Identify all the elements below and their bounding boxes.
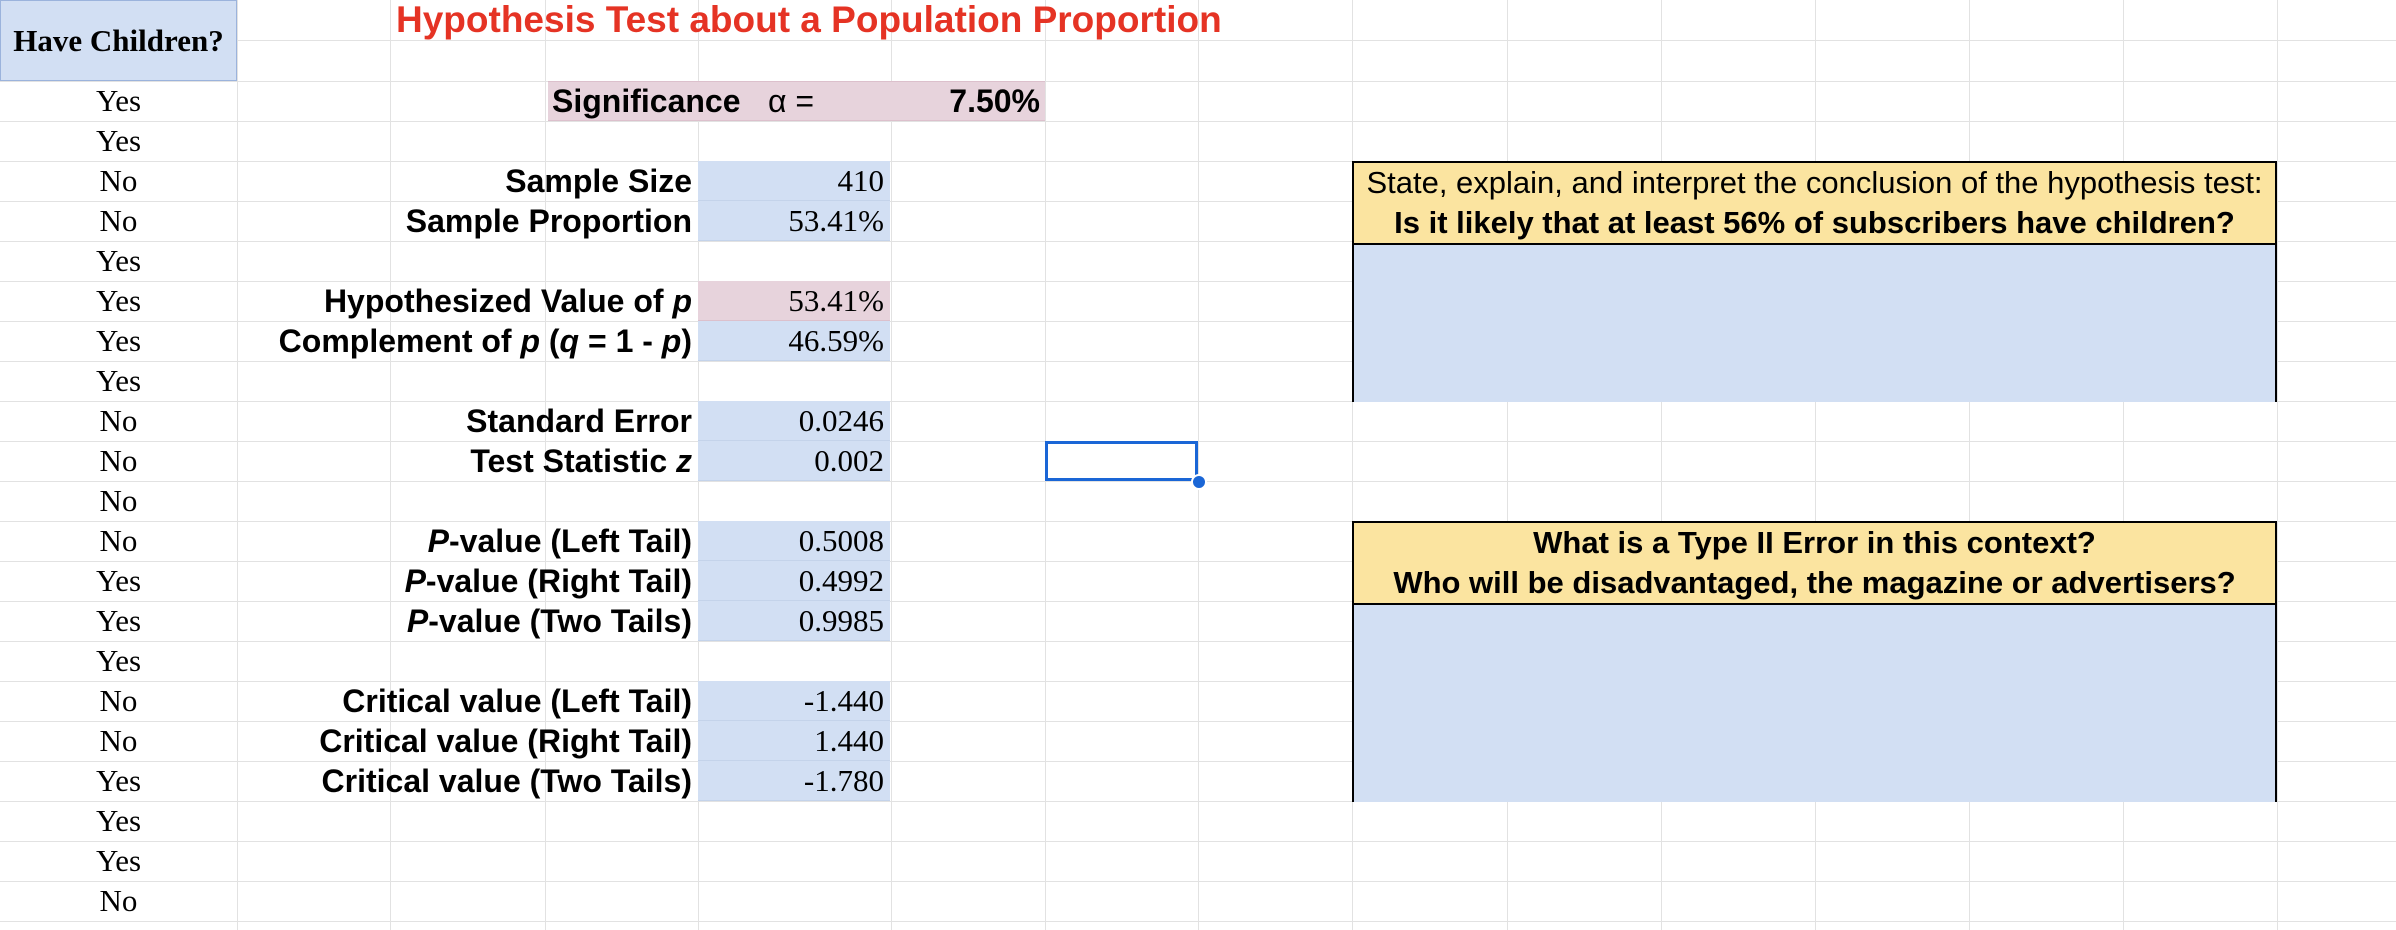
cell-a15[interactable]: Yes — [95, 603, 142, 638]
critical-left-label[interactable]: Critical value (Left Tail) — [342, 683, 692, 719]
p-value-right[interactable]: 0.4992 — [698, 561, 890, 601]
cell-a14[interactable]: Yes — [95, 563, 142, 598]
cell-a16[interactable]: Yes — [95, 643, 142, 678]
p-value-two-label[interactable]: P-value (Two Tails) — [406, 603, 692, 639]
sample-proportion-label[interactable]: Sample Proportion — [405, 203, 692, 239]
cell-a11[interactable]: No — [99, 443, 138, 478]
critical-value-right[interactable]: 1.440 — [698, 721, 890, 761]
cell-a17[interactable]: No — [99, 683, 138, 718]
p-value-left-label[interactable]: P-value (Left Tail) — [427, 523, 692, 559]
cell-a12[interactable]: No — [99, 483, 138, 518]
cell-a20[interactable]: Yes — [95, 803, 142, 838]
p-value-left[interactable]: 0.5008 — [698, 521, 890, 561]
cell-a13[interactable]: No — [99, 523, 138, 558]
critical-value-two[interactable]: -1.780 — [698, 761, 890, 801]
sheet-title[interactable]: Hypothesis Test about a Population Propo… — [396, 0, 1222, 40]
p-value-right-label[interactable]: P-value (Right Tail) — [404, 563, 692, 599]
cell-a22[interactable]: No — [99, 883, 138, 918]
complement-value[interactable]: 46.59% — [698, 321, 890, 361]
significance-label[interactable]: Significance — [552, 83, 741, 119]
cell-a18[interactable]: No — [99, 723, 138, 758]
question-2-line-1[interactable]: What is a Type II Error in this context? — [1533, 525, 2096, 560]
sample-size-label[interactable]: Sample Size — [505, 163, 692, 199]
question-2-line-2[interactable]: Who will be disadvantaged, the magazine … — [1393, 565, 2236, 600]
question-box-2: What is a Type II Error in this context?… — [1352, 521, 2277, 802]
critical-value-left[interactable]: -1.440 — [698, 681, 890, 721]
standard-error-value[interactable]: 0.0246 — [698, 401, 890, 441]
answer-2-field[interactable] — [1354, 605, 2275, 802]
test-statistic-value[interactable]: 0.002 — [698, 441, 890, 481]
selected-cell[interactable] — [1045, 441, 1198, 481]
significance-band — [548, 81, 1045, 121]
test-statistic-label[interactable]: Test Statistic z — [470, 443, 692, 479]
hypothesized-value-label[interactable]: Hypothesized Value of p — [323, 283, 692, 319]
sample-proportion-value[interactable]: 53.41% — [698, 201, 890, 241]
critical-right-label[interactable]: Critical value (Right Tail) — [319, 723, 692, 759]
answer-1-field[interactable] — [1354, 245, 2275, 402]
cell-a19[interactable]: Yes — [95, 763, 142, 798]
cell-a7[interactable]: Yes — [95, 283, 142, 318]
cell-a21[interactable]: Yes — [95, 843, 142, 878]
cell-a5[interactable]: No — [99, 203, 138, 238]
question-1-line-2[interactable]: Is it likely that at least 56% of subscr… — [1394, 205, 2235, 240]
question-box-1: State, explain, and interpret the conclu… — [1352, 161, 2277, 402]
cell-a8[interactable]: Yes — [95, 323, 142, 358]
standard-error-label[interactable]: Standard Error — [466, 403, 692, 439]
fill-handle[interactable] — [1191, 474, 1207, 490]
column-a-header[interactable]: Have Children? — [0, 0, 237, 81]
sample-size-value[interactable]: 410 — [698, 161, 890, 201]
cell-a9[interactable]: Yes — [95, 363, 142, 398]
hypothesized-value[interactable]: 53.41% — [698, 281, 890, 321]
question-1-header: State, explain, and interpret the conclu… — [1354, 163, 2275, 245]
p-value-two[interactable]: 0.9985 — [698, 601, 890, 641]
cell-a2[interactable]: Yes — [95, 83, 142, 118]
complement-label[interactable]: Complement of p (q = 1 - p) — [278, 323, 692, 359]
cell-a10[interactable]: No — [99, 403, 138, 438]
question-1-line-1[interactable]: State, explain, and interpret the conclu… — [1366, 165, 2263, 200]
significance-value[interactable]: 7.50% — [949, 83, 1040, 119]
cell-a3[interactable]: Yes — [95, 123, 142, 158]
cell-a6[interactable]: Yes — [95, 243, 142, 278]
critical-two-label[interactable]: Critical value (Two Tails) — [321, 763, 692, 799]
cell-a4[interactable]: No — [99, 163, 138, 198]
question-2-header: What is a Type II Error in this context?… — [1354, 523, 2275, 605]
alpha-label: α = — [768, 83, 815, 119]
